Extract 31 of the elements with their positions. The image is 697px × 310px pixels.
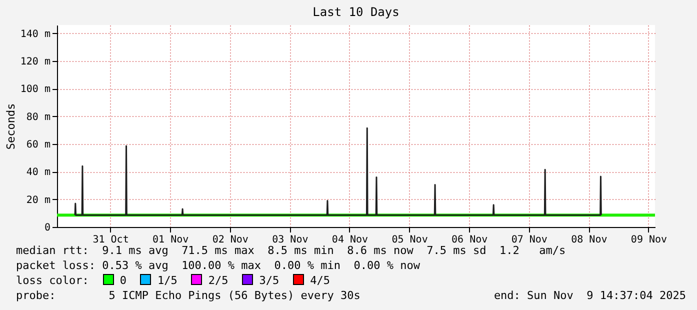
text: 1/5	[157, 274, 178, 287]
x-tick-label: 07 Nov	[511, 234, 548, 246]
text: 3/5	[259, 274, 280, 287]
x-tick-label: 08 Nov	[571, 234, 608, 246]
chart-title: Last 10 Days	[312, 5, 400, 19]
y-tick-label: 20 m	[26, 194, 50, 206]
y-tick-label: 140 m	[20, 28, 50, 40]
x-tick-label: 02 Nov	[212, 234, 248, 246]
text: 0	[120, 274, 126, 287]
y-tick-label: 60 m	[26, 139, 50, 150]
line-series	[74, 127, 602, 216]
text: end: Sun Nov 9 14:37:04 2025	[494, 289, 686, 302]
y-tick-label: 80 m	[26, 112, 50, 123]
x-tick-label: 09 Nov	[630, 234, 668, 246]
x-tick-label: 03 Nov	[272, 234, 308, 246]
x-tick-label: 04 Nov	[332, 234, 368, 246]
text: packet loss: 0.53 % avg 100.00 % max 0.00 % min 0.00 % now	[16, 259, 420, 272]
y-tick-label: 40 m	[26, 167, 50, 178]
y-tick-label: 120 m	[20, 56, 50, 68]
text: loss color:	[16, 274, 89, 287]
x-tick-label: 05 Nov	[392, 234, 428, 246]
text: 2/5	[208, 274, 228, 287]
y-tick-label: 0	[44, 222, 50, 234]
x-tick-label: 31 Oct	[92, 234, 129, 246]
x-tick-label: 06 Nov	[452, 234, 488, 246]
x-tick-label: 01 Nov	[152, 234, 189, 246]
text: probe: 5 ICMP Echo Pings (56 Bytes) every 30s	[16, 289, 360, 302]
text: median rtt: 9.1 ms avg 71.5 ms max 8.5 ms min 8.6 ms now 7.5 ms sd 1.2 am/s	[16, 244, 566, 257]
y-axis-title: Seconds	[4, 103, 18, 150]
text: 4/5	[310, 274, 330, 287]
y-tick-label: 100 m	[20, 84, 50, 96]
